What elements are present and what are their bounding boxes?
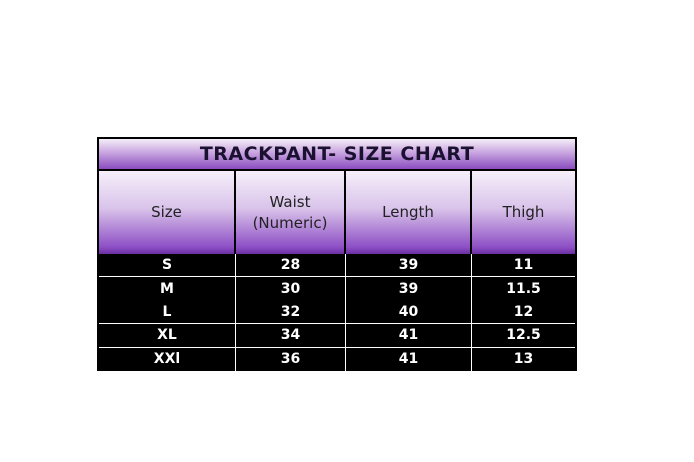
table-cell: S: [99, 254, 236, 277]
table-cell: 12: [513, 303, 534, 320]
table-cell: 12.5: [506, 327, 541, 344]
table-cell: XXl: [99, 347, 236, 371]
table-cell: 32: [236, 300, 346, 324]
table-title: TRACKPANT- SIZE CHART: [99, 139, 575, 171]
table-cell: 34: [236, 324, 346, 347]
table-row: L 32 40 12: [99, 300, 575, 325]
table-cell: 36: [236, 347, 346, 371]
table-cell: XL: [99, 324, 236, 347]
table-cell: 28: [236, 254, 346, 277]
table-cell: 30: [236, 277, 346, 301]
table-cell: 39: [346, 277, 472, 301]
table-cell: 13: [513, 351, 534, 368]
table-row: XXl 36 41 13: [99, 347, 575, 371]
header-waist-label: Waist (Numeric): [252, 192, 328, 232]
size-chart-table: TRACKPANT- SIZE CHART Size Waist (Numeri…: [97, 137, 577, 371]
table-cell: 41: [346, 347, 472, 371]
table-cell: 41: [346, 324, 472, 347]
table-cell: L: [99, 300, 236, 324]
header-row: Size Waist (Numeric) Length Thigh: [99, 171, 575, 254]
header-waist: Waist (Numeric): [236, 171, 346, 254]
table-cell: 39: [346, 254, 472, 277]
table-cell: M: [99, 277, 236, 301]
header-size: Size: [99, 171, 236, 254]
table-cell: 11: [513, 257, 534, 274]
table-cell: 11.5: [506, 281, 541, 298]
table-row: M 30 39 11.5: [99, 277, 575, 301]
header-length: Length: [346, 171, 472, 254]
table-row: XL 34 41 12.5: [99, 324, 575, 348]
table-row: S 28 39 11: [99, 254, 575, 278]
header-thigh: Thigh: [472, 171, 575, 254]
table-cell: 40: [346, 300, 472, 324]
